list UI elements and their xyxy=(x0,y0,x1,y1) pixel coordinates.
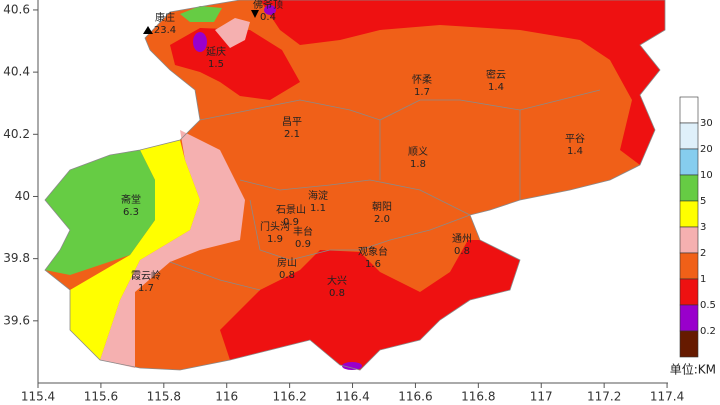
x-tick-label: 116.6 xyxy=(398,390,432,404)
district-line xyxy=(169,261,261,291)
district-line xyxy=(239,179,471,216)
y-tick-label: 39.6 xyxy=(3,313,30,327)
legend-label: 3 xyxy=(700,222,706,233)
station-value: 1.8 xyxy=(410,159,426,170)
station-name: 延庆 xyxy=(206,45,226,58)
station-name: 大兴 xyxy=(327,274,347,287)
station-name: 霞云岭 xyxy=(131,269,161,282)
legend-unit: 单位:KM xyxy=(670,362,716,377)
legend-label: 20 xyxy=(700,144,713,155)
station-value: 1.1 xyxy=(310,203,326,214)
station-value: 0.8 xyxy=(454,246,470,257)
station-name: 门头沟 xyxy=(260,220,290,233)
station-name: 斋堂 xyxy=(121,193,141,206)
legend-swatch xyxy=(679,96,699,124)
legend-label: 0.5 xyxy=(700,300,716,311)
x-tick-label: 116.8 xyxy=(461,390,495,404)
station-value: 2.1 xyxy=(284,129,300,140)
legend-swatch xyxy=(679,174,699,202)
y-tick-label: 39.8 xyxy=(3,251,30,265)
legend-swatch xyxy=(679,330,699,358)
station-value: 1.4 xyxy=(567,146,583,157)
station-name: 海淀 xyxy=(308,189,328,202)
region-purple xyxy=(193,32,207,52)
x-tick-label: 116 xyxy=(215,390,238,404)
station-value: 1.9 xyxy=(267,234,283,245)
region-red xyxy=(220,240,520,370)
station-value: 23.4 xyxy=(154,25,176,36)
station-value: 0.4 xyxy=(260,12,276,23)
station-value: 1.6 xyxy=(365,259,381,270)
legend-label: 30 xyxy=(700,118,713,129)
station-name: 昌平 xyxy=(282,116,302,128)
station-name: 怀柔 xyxy=(412,74,432,86)
legend-swatch xyxy=(679,278,699,306)
station-value: 1.7 xyxy=(414,87,430,98)
region-pink xyxy=(215,18,250,48)
station-name: 平谷 xyxy=(565,133,585,145)
x-tick-label: 115.4 xyxy=(21,390,55,404)
station-value: 1.4 xyxy=(488,82,504,93)
map-fill xyxy=(44,0,666,371)
legend-label: 0.2 xyxy=(700,326,716,337)
x-tick-label: 117 xyxy=(530,390,553,404)
legend-label: 5 xyxy=(700,196,706,207)
station-name: 丰台 xyxy=(293,225,313,238)
legend-swatch xyxy=(679,252,699,280)
y-tick-label: 40 xyxy=(15,189,30,203)
station-name: 观象台 xyxy=(358,245,388,258)
x-tick-label: 115.6 xyxy=(84,390,118,404)
x-tick-label: 116.2 xyxy=(272,390,306,404)
region-green xyxy=(45,150,155,275)
legend-label: 2 xyxy=(700,248,706,259)
station-value: 0.9 xyxy=(295,239,311,250)
station-value: 2.0 xyxy=(374,214,390,225)
station-name: 通州 xyxy=(452,233,472,245)
station-name: 顺义 xyxy=(408,146,428,158)
station-value: 0.9 xyxy=(283,217,299,228)
region-red xyxy=(260,0,665,165)
station-name: 密云 xyxy=(486,68,506,81)
x-tick-label: 116.4 xyxy=(335,390,369,404)
station-marker xyxy=(143,26,153,34)
station-value: 6.3 xyxy=(123,207,139,218)
legend-label: 1 xyxy=(700,274,706,285)
legend-swatch xyxy=(679,304,699,332)
region-green xyxy=(180,6,222,22)
region-yellow xyxy=(70,140,200,360)
x-tick-label: 117.2 xyxy=(587,390,621,404)
y-tick-label: 40.2 xyxy=(3,127,30,141)
station-value: 0.8 xyxy=(329,288,345,299)
station-name: 石景山 xyxy=(276,204,306,216)
station-value: 1.7 xyxy=(138,283,154,294)
region-purple xyxy=(342,362,362,370)
station-value: 1.5 xyxy=(208,59,224,70)
region-pink xyxy=(100,130,245,368)
x-tick-label: 117.4 xyxy=(650,390,684,404)
district-line xyxy=(249,199,471,261)
station-name: 房山 xyxy=(277,256,297,269)
legend-swatch xyxy=(679,226,699,254)
legend-swatch xyxy=(679,200,699,228)
station-name: 佛爷顶 xyxy=(253,0,283,11)
boundary xyxy=(44,0,666,371)
x-tick-label: 115.8 xyxy=(147,390,181,404)
legend-label: 10 xyxy=(700,170,713,181)
station-value: 0.8 xyxy=(279,270,295,281)
station-marker xyxy=(251,10,259,18)
region-purple xyxy=(264,5,276,15)
y-tick-label: 40.4 xyxy=(3,65,30,79)
y-tick-label: 40.6 xyxy=(3,2,30,16)
station-name: 朝阳 xyxy=(372,201,392,213)
station-name: 康庄 xyxy=(155,11,175,24)
district-line xyxy=(199,89,601,121)
legend-swatch xyxy=(679,148,699,176)
legend-swatch xyxy=(679,122,699,150)
